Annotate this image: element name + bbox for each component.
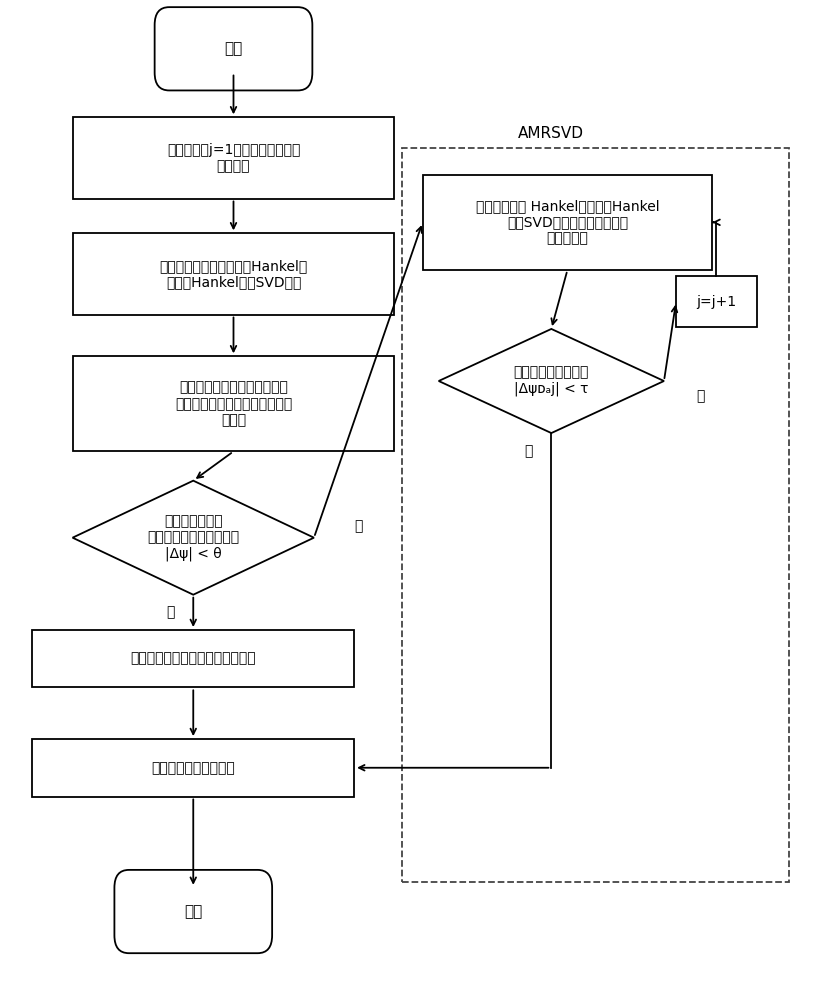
Text: 否: 否 — [354, 519, 363, 533]
Text: 得到近似分量和细节分量，并
计算近似分量标准差和细节分量
标准差: 得到近似分量和细节分量，并 计算近似分量标准差和细节分量 标准差 — [175, 381, 292, 427]
Text: 是: 是 — [524, 444, 533, 458]
Bar — [72, 356, 394, 451]
FancyBboxPatch shape — [154, 7, 312, 90]
Text: 初始化参数j=1，对大地电磁数据
均匀分段: 初始化参数j=1，对大地电磁数据 均匀分段 — [167, 143, 300, 173]
Bar — [33, 630, 354, 687]
Polygon shape — [72, 481, 314, 595]
FancyBboxPatch shape — [115, 870, 272, 953]
Bar — [423, 175, 712, 270]
Polygon shape — [439, 329, 664, 433]
Text: 否: 否 — [696, 389, 704, 403]
Text: 开始: 开始 — [224, 41, 242, 56]
Bar — [33, 739, 354, 797]
Bar — [72, 233, 394, 315]
Text: j=j+1: j=j+1 — [696, 295, 737, 309]
Text: 对大地电磁数据构建三阶Hankel矩
阵，对Hankel矩阵SVD分解: 对大地电磁数据构建三阶Hankel矩 阵，对Hankel矩阵SVD分解 — [159, 259, 307, 289]
Text: 细节分量标准差
和近似分量标准差的差値
|Δψ| < θ: 细节分量标准差 和近似分量标准差的差値 |Δψ| < θ — [147, 514, 239, 561]
Text: 近似分量重建 Hankel矩阵，对Hankel
矩阵SVD分解，得到近似分量
和细节分量: 近似分量重建 Hankel矩阵，对Hankel 矩阵SVD分解，得到近似分量 和… — [476, 199, 659, 246]
Bar — [676, 276, 757, 327]
Bar — [402, 148, 789, 882]
Text: 是: 是 — [167, 606, 175, 620]
Text: AMRSVD: AMRSVD — [519, 126, 585, 141]
Bar — [72, 117, 394, 199]
Text: 细节分量标准差差値
|Δψᴅₐj| < τ: 细节分量标准差差値 |Δψᴅₐj| < τ — [514, 366, 589, 396]
Text: 重构大地电磁有用信号: 重构大地电磁有用信号 — [151, 761, 235, 775]
Text: 保留原始信号为大地电磁有用信号: 保留原始信号为大地电磁有用信号 — [130, 652, 256, 666]
Text: 结束: 结束 — [184, 904, 202, 919]
